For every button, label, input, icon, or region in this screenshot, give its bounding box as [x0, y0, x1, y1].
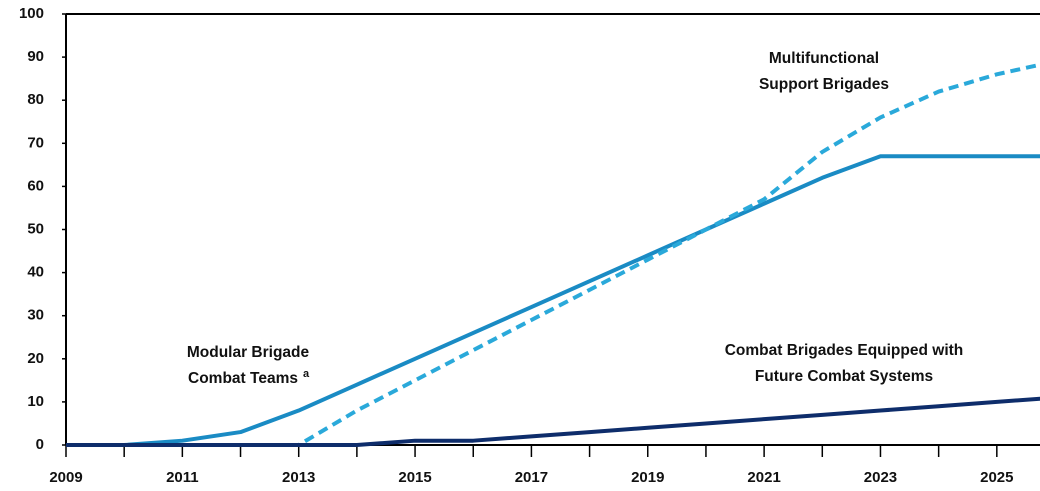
- y-tick-label: 20: [27, 350, 44, 367]
- x-tick-label: 2009: [49, 469, 82, 486]
- annotation-line: Combat Teams: [188, 370, 298, 387]
- y-tick-label: 0: [36, 436, 44, 453]
- annotation-line: Modular Brigade: [187, 344, 310, 361]
- series-line: [66, 154, 1040, 447]
- x-tick-label: 2011: [166, 469, 199, 486]
- y-tick-label: 10: [27, 393, 44, 410]
- series-line: [66, 62, 1040, 447]
- x-tick-label: 2019: [631, 469, 664, 486]
- annotation: Multifunctional Support Brigades: [759, 50, 889, 93]
- annotation: Modular Brigade Combat Teams a: [187, 344, 310, 387]
- annotation-line: Support Brigades: [759, 76, 889, 93]
- y-tick-label: 40: [27, 264, 44, 281]
- y-tick-label: 80: [27, 91, 44, 108]
- y-tick-label: 50: [27, 220, 44, 237]
- y-tick-label: 100: [19, 5, 44, 22]
- y-tick-label: 30: [27, 307, 44, 324]
- annotation: Combat Brigades Equipped with Future Comb…: [725, 342, 964, 385]
- series-line: [66, 396, 1040, 447]
- annotation-line: Future Combat Systems: [755, 368, 933, 385]
- y-tick-label: 70: [27, 134, 44, 151]
- x-tick-label: 2023: [864, 469, 897, 486]
- x-tick-label: 2025: [980, 469, 1013, 486]
- x-tick-label: 2017: [515, 469, 548, 486]
- y-tick-label: 90: [27, 48, 44, 65]
- annotation-line: Multifunctional: [769, 50, 879, 67]
- annotation-line: Combat Brigades Equipped with: [725, 342, 964, 359]
- x-tick-label: 2015: [398, 469, 431, 486]
- y-tick-label: 60: [27, 177, 44, 194]
- x-tick-label: 2013: [282, 469, 315, 486]
- x-tick-label: 2021: [747, 469, 780, 486]
- annotation-superscript: a: [303, 368, 310, 380]
